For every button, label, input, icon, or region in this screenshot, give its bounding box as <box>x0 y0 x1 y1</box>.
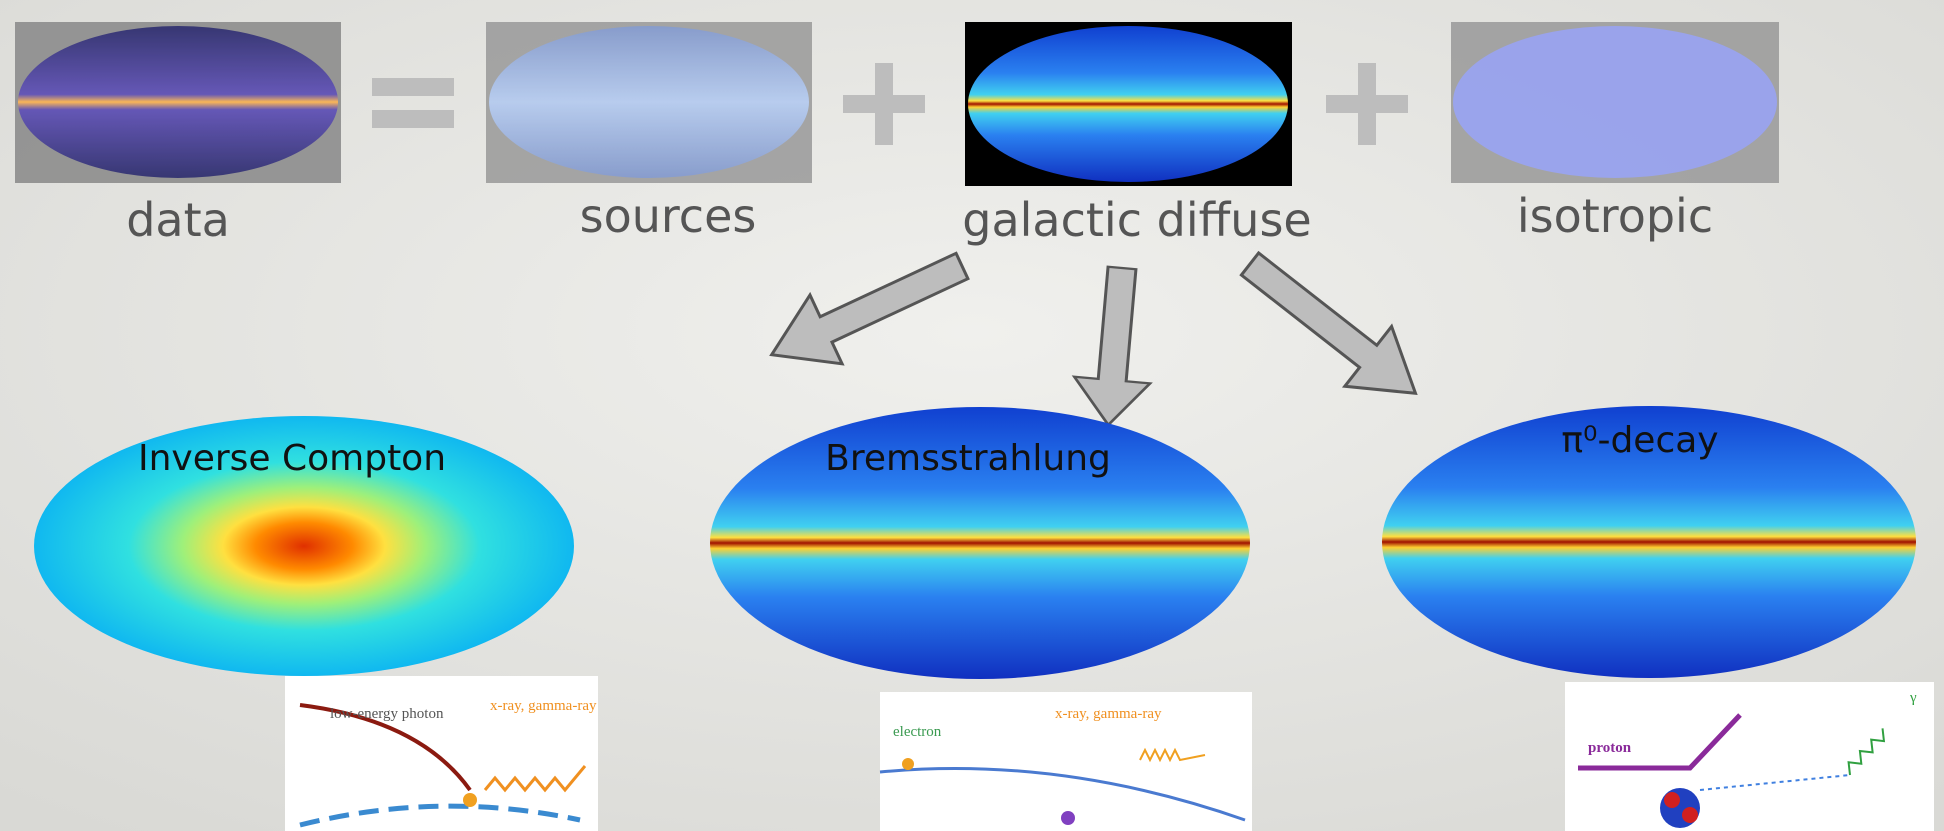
top-label: galactic diffuse <box>962 193 1311 247</box>
component-label: Bremsstrahlung <box>825 438 1111 479</box>
nucleus <box>1061 811 1075 825</box>
top-label: sources <box>580 189 757 243</box>
nucleon <box>1682 807 1698 823</box>
diagram-label: electron <box>893 724 942 740</box>
diagram-label: low-energy photon <box>330 706 444 722</box>
equals-bar <box>372 110 454 128</box>
diagram-label: γ <box>1909 690 1917 706</box>
diagram-label: x-ray, gamma-ray <box>1055 706 1162 722</box>
nucleus <box>1660 788 1700 828</box>
slide: data sources galactic diffuse isotropic … <box>0 0 1944 831</box>
top-label: isotropic <box>1517 189 1713 243</box>
diagram-label: proton <box>1588 740 1632 756</box>
sources-map <box>489 26 809 178</box>
isotropic-map <box>1453 26 1777 178</box>
ic-diagram: low-energy photon x-ray, gamma-ray <box>285 676 598 831</box>
component-label: π⁰-decay <box>1561 420 1718 461</box>
diffuse-map <box>968 26 1288 182</box>
top-label: data <box>126 193 230 247</box>
electron <box>463 793 477 807</box>
brems-diagram: electron x-ray, gamma-ray <box>880 692 1252 831</box>
plus-bar <box>875 63 893 145</box>
equals-bar <box>372 78 454 96</box>
diagram-box <box>1565 682 1934 831</box>
diagram-label: x-ray, gamma-ray <box>490 698 597 714</box>
pi0-diagram: proton γ <box>1565 682 1934 831</box>
component-label: Inverse Compton <box>138 438 446 479</box>
electron <box>902 758 914 770</box>
plus-bar <box>1358 63 1376 145</box>
page: data sources galactic diffuse isotropic … <box>0 0 1944 831</box>
nucleon <box>1664 792 1680 808</box>
data-map <box>18 26 338 178</box>
